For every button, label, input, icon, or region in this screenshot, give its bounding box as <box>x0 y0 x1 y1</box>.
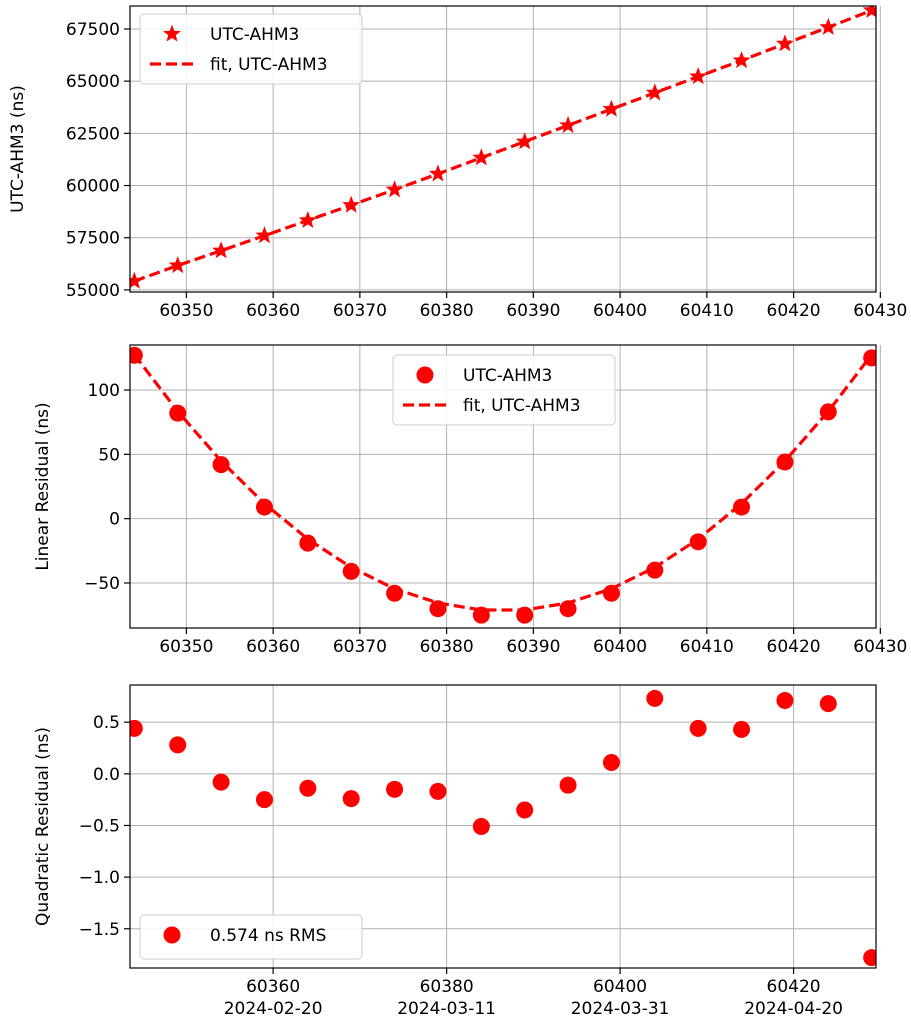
legend-box <box>139 914 363 960</box>
data-point <box>342 790 360 808</box>
x-tick-date-label: 2024-02-20 <box>224 999 323 1019</box>
legend-entry-label: fit, UTC-AHM3 <box>210 55 328 75</box>
data-point <box>255 791 273 809</box>
x-tick-label: 60360 <box>246 977 300 997</box>
x-tick-label: 60400 <box>593 301 647 321</box>
y-tick-label: 55000 <box>66 281 120 301</box>
y-tick-label: −0.5 <box>79 816 120 836</box>
panel-1: 60350 60360 60370 60380 60390 60400 60410 60420… <box>8 5 907 321</box>
data-point <box>130 719 143 737</box>
data-point <box>863 949 876 967</box>
data-point <box>776 691 794 709</box>
x-tick-label: 60390 <box>506 637 560 657</box>
x-tick-label: 60380 <box>420 977 474 997</box>
axes-frame <box>129 684 877 969</box>
x-tick-label: 60430 <box>853 301 907 321</box>
y-tick-label: 60000 <box>66 177 120 197</box>
axes-frame <box>129 5 877 293</box>
plot-area <box>130 6 876 289</box>
y-axis-label: Linear Residual (ns) <box>33 402 53 570</box>
y-tick-label: 50 <box>98 445 120 465</box>
x-tick-date-label: 2024-03-11 <box>397 999 496 1019</box>
data-point <box>429 782 447 800</box>
data-point <box>299 779 317 797</box>
data-point <box>819 695 837 713</box>
legend-entry-label: UTC-AHM3 <box>463 366 552 386</box>
y-tick-label: 65000 <box>66 72 120 92</box>
data-point <box>689 719 707 737</box>
x-tick-label: 60370 <box>333 301 387 321</box>
plot-area <box>130 689 876 967</box>
data-point <box>516 801 534 819</box>
x-tick-label: 60420 <box>767 977 821 997</box>
legend: 0.574 ns RMS <box>139 914 363 960</box>
axes-frame <box>129 344 877 629</box>
data-point <box>602 753 620 771</box>
data-point <box>559 600 577 618</box>
y-tick-label: −1.0 <box>79 868 120 888</box>
x-tick-label: 60420 <box>767 301 821 321</box>
x-tick-date-label: 2024-03-31 <box>571 999 670 1019</box>
x-tick-date-label: 2024-04-20 <box>744 999 843 1019</box>
data-point <box>212 456 230 474</box>
legend-circle-handle <box>163 926 181 944</box>
legend-circle-handle <box>416 366 434 384</box>
y-tick-label: 100 <box>88 381 120 401</box>
data-point <box>342 562 360 580</box>
plot-area <box>130 346 876 624</box>
legend-entry-label: fit, UTC-AHM3 <box>463 396 581 416</box>
legend: UTC-AHM3 fit, UTC-AHM3 <box>139 13 363 85</box>
y-tick-label: −50 <box>84 574 120 594</box>
data-point <box>255 498 273 516</box>
panel-3: 603602024-02-20603802024-03-11604002024-… <box>33 684 877 1019</box>
x-tick-label: 60380 <box>420 637 474 657</box>
data-point <box>689 533 707 551</box>
x-tick-label: 60370 <box>333 637 387 657</box>
x-tick-label: 60400 <box>593 977 647 997</box>
data-point <box>602 584 620 602</box>
legend-box <box>139 13 363 85</box>
y-tick-label: 62500 <box>66 124 120 144</box>
fit-line <box>133 353 873 612</box>
data-point <box>386 780 404 798</box>
x-tick-label: 60410 <box>680 301 734 321</box>
y-tick-label: 57500 <box>66 229 120 249</box>
data-point <box>733 498 751 516</box>
y-tick-label: 0.0 <box>93 765 120 785</box>
x-tick-label: 60350 <box>159 301 213 321</box>
data-point <box>299 534 317 552</box>
x-tick-label: 60360 <box>246 301 300 321</box>
panel-2: 60350 60360 60370 60380 60390 60400 60410 60420… <box>33 344 907 657</box>
fit-line <box>133 8 873 283</box>
data-point <box>169 736 187 754</box>
legend-box <box>392 354 616 426</box>
y-tick-label: −1.5 <box>79 920 120 940</box>
y-tick-label: 0.5 <box>93 713 120 733</box>
legend-star-handle <box>163 24 181 42</box>
x-tick-label: 60420 <box>767 637 821 657</box>
data-point <box>472 818 490 835</box>
legend-entry-label: 0.574 ns RMS <box>210 926 326 946</box>
y-axis-label: Quadratic Residual (ns) <box>33 727 53 926</box>
y-tick-label: 0 <box>109 510 120 530</box>
data-point <box>733 720 751 738</box>
data-point <box>862 6 876 19</box>
x-tick-label: 60360 <box>246 637 300 657</box>
x-tick-label: 60430 <box>853 637 907 657</box>
legend-entry-label: UTC-AHM3 <box>210 25 299 45</box>
x-tick-label: 60410 <box>680 637 734 657</box>
x-tick-label: 60390 <box>506 301 560 321</box>
x-tick-label: 60400 <box>593 637 647 657</box>
data-point <box>559 776 577 794</box>
legend: UTC-AHM3 fit, UTC-AHM3 <box>392 354 616 426</box>
x-tick-label: 60350 <box>159 637 213 657</box>
data-point <box>212 773 230 791</box>
y-tick-label: 67500 <box>66 20 120 40</box>
x-tick-label: 60380 <box>420 301 474 321</box>
data-point <box>646 689 664 707</box>
y-axis-label: UTC-AHM3 (ns) <box>8 85 28 213</box>
